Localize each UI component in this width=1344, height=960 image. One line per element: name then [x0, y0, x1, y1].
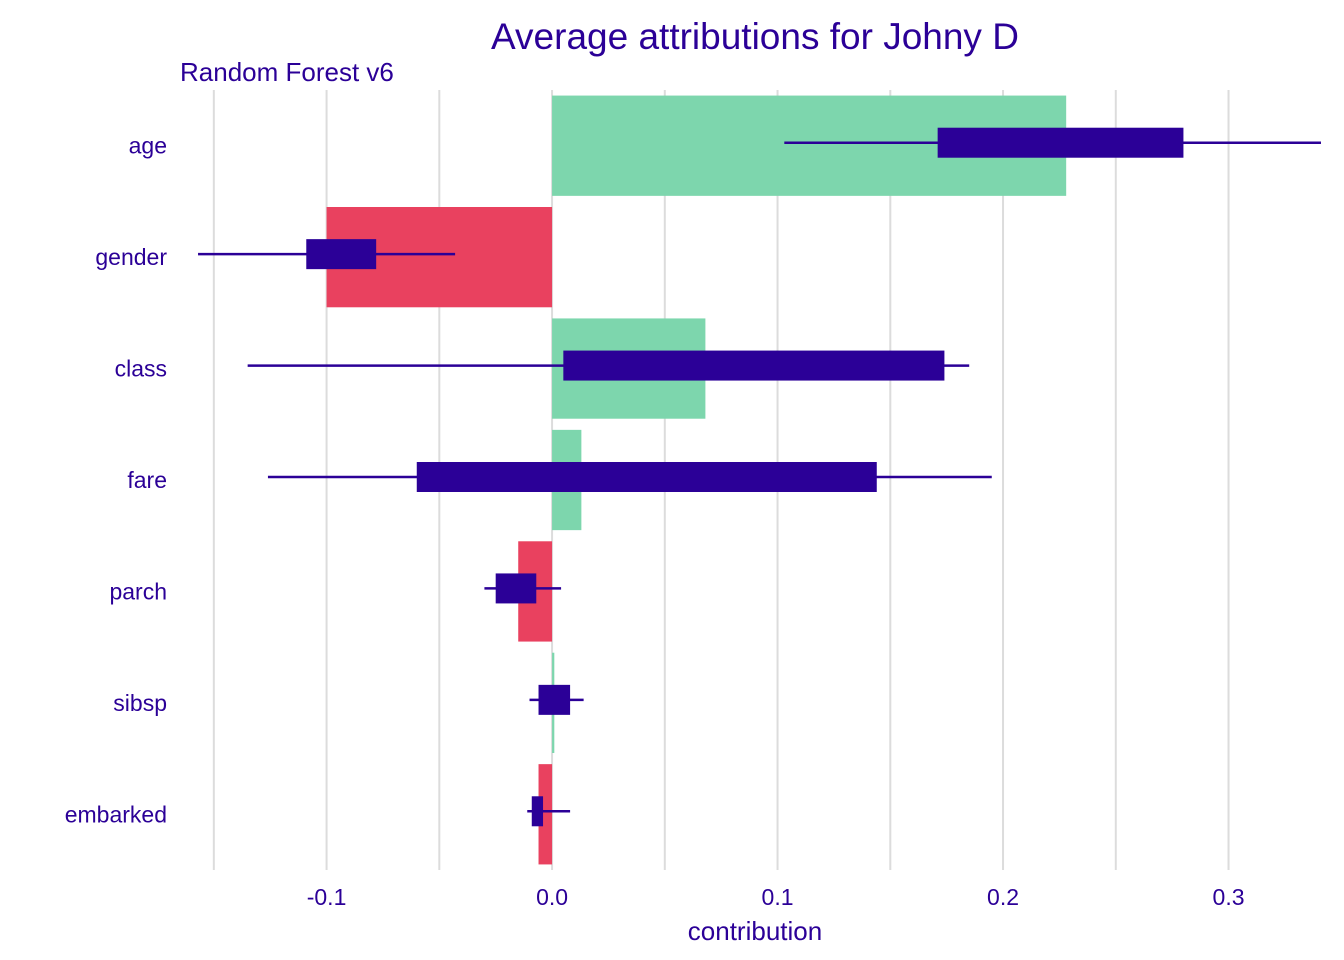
x-tick-label: 0.3: [1213, 884, 1245, 910]
boxplots: [198, 127, 1321, 827]
x-tick-label: 0.2: [987, 884, 1019, 910]
y-tick-label: fare: [127, 467, 167, 493]
bar-embarked: [538, 764, 553, 865]
y-tick-labels: age gender class fare parch sibsp embarked: [65, 133, 168, 828]
box-gender: [306, 239, 377, 270]
y-tick-label: gender: [95, 244, 167, 270]
box-age: [937, 127, 1184, 158]
box-sibsp: [538, 684, 571, 715]
box-fare: [416, 462, 877, 492]
y-tick-label: class: [115, 356, 167, 382]
x-axis-label: contribution: [688, 916, 822, 946]
y-tick-label: embarked: [65, 801, 167, 827]
box-embarked: [531, 796, 544, 827]
box-class: [563, 350, 945, 381]
x-tick-label: 0.0: [536, 884, 568, 910]
box-parch: [495, 573, 537, 604]
chart-title: Average attributions for Johny D: [491, 16, 1019, 57]
y-tick-label: sibsp: [113, 690, 167, 716]
y-tick-label: parch: [109, 578, 167, 604]
chart-subtitle: Random Forest v6: [180, 57, 394, 87]
x-tick-labels: -0.1 0.0 0.1 0.2 0.3: [307, 884, 1245, 910]
y-tick-label: age: [129, 133, 167, 159]
x-tick-label: -0.1: [307, 884, 347, 910]
x-tick-label: 0.1: [762, 884, 794, 910]
